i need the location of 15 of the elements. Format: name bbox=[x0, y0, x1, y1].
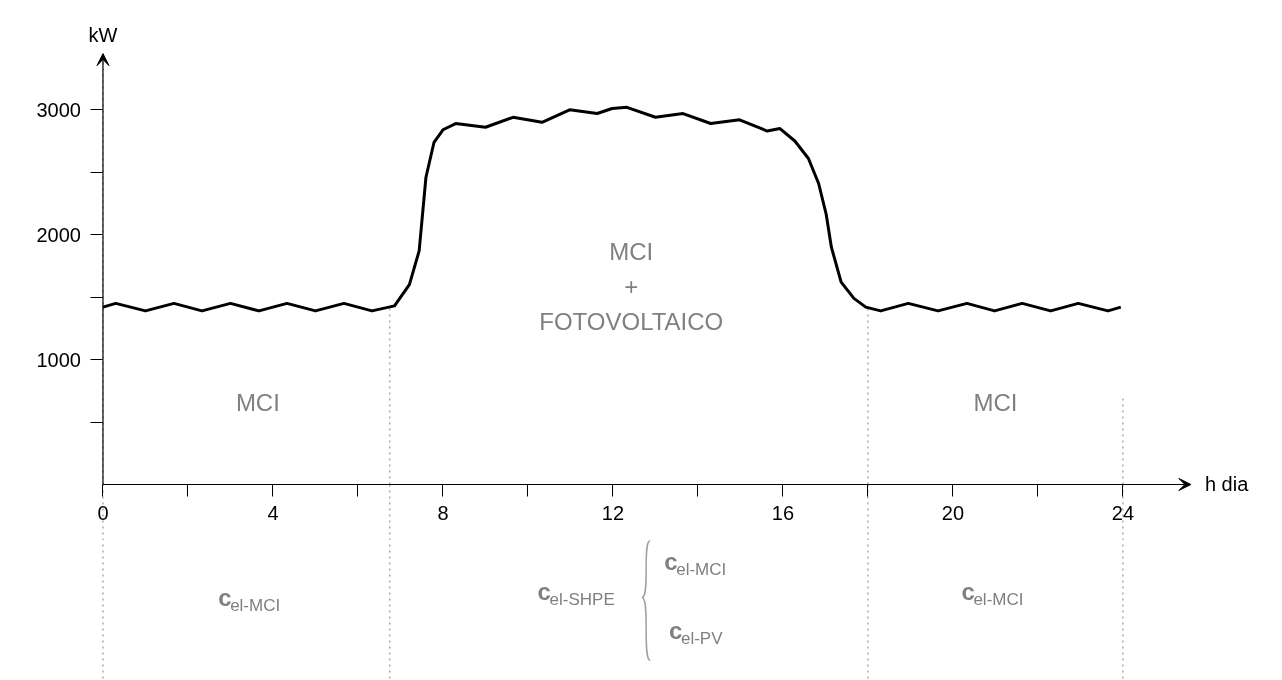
annotation: MCI + FOTOVOLTAICO bbox=[539, 237, 724, 335]
x-tick-label: 8 bbox=[437, 502, 449, 525]
annotation: MCI bbox=[235, 389, 280, 417]
x-tick-label: 20 bbox=[941, 502, 965, 525]
annotation: MCI bbox=[973, 389, 1018, 417]
y-tick-label: 2000 bbox=[36, 223, 81, 246]
x-tick-label: 4 bbox=[267, 502, 279, 525]
x-tick-label: 24 bbox=[1111, 502, 1135, 525]
y-tick-label: 3000 bbox=[36, 98, 81, 121]
y-tick-label: 1000 bbox=[36, 348, 81, 371]
x-tick-label: 0 bbox=[97, 502, 109, 525]
y-axis-title: kW bbox=[88, 23, 118, 46]
x-tick-label: 12 bbox=[601, 502, 625, 525]
x-tick-label: 16 bbox=[771, 502, 795, 525]
x-axis-title: h dia bbox=[1204, 473, 1250, 496]
